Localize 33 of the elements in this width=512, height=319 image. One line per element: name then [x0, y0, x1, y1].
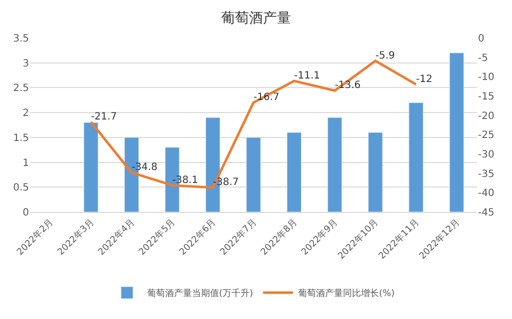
y-tick-label: 0.5 — [13, 182, 29, 194]
y2-tick-label: -5 — [478, 52, 488, 64]
y-tick-label: 2.5 — [13, 83, 29, 94]
legend-label: 葡萄酒产量同比增长(%) — [298, 288, 395, 300]
y2-tick-label: -35 — [478, 168, 494, 180]
bar — [246, 137, 261, 212]
bar — [327, 117, 342, 212]
line-series — [90, 60, 418, 189]
y-tick-label: 3.5 — [13, 34, 29, 44]
data-label: -11.1 — [294, 70, 320, 82]
y-tick-label: 1.5 — [13, 132, 29, 144]
bar — [84, 122, 98, 212]
y2-tick-label: 0 — [478, 34, 484, 44]
y-tick-label: 0 — [22, 208, 29, 218]
y2-tick-label: -10 — [478, 72, 494, 84]
bar — [368, 132, 383, 212]
bar — [408, 102, 424, 212]
data-label: -21.7 — [90, 111, 117, 122]
y2-tick-label: -15 — [478, 92, 494, 102]
chart-title: 葡萄酒产量 — [221, 10, 291, 27]
y2-tick-label: -20 — [478, 110, 494, 122]
y-tick-label: 1 — [22, 158, 29, 169]
data-label: -5.9 — [375, 50, 395, 62]
y2-tick-label: -40 — [478, 188, 494, 200]
bar — [286, 132, 302, 212]
y2-tick-label: -30 — [478, 150, 494, 160]
y-tick-label: 3 — [22, 58, 29, 70]
y2-tick-label: -25 — [478, 130, 494, 142]
legend-label: 葡萄酒产量当期值(万千升) — [147, 288, 254, 300]
y-tick-label: 2 — [22, 108, 29, 120]
data-label: -12 — [416, 74, 432, 85]
bar — [449, 52, 464, 212]
y2-tick-label: -45 — [478, 208, 494, 218]
